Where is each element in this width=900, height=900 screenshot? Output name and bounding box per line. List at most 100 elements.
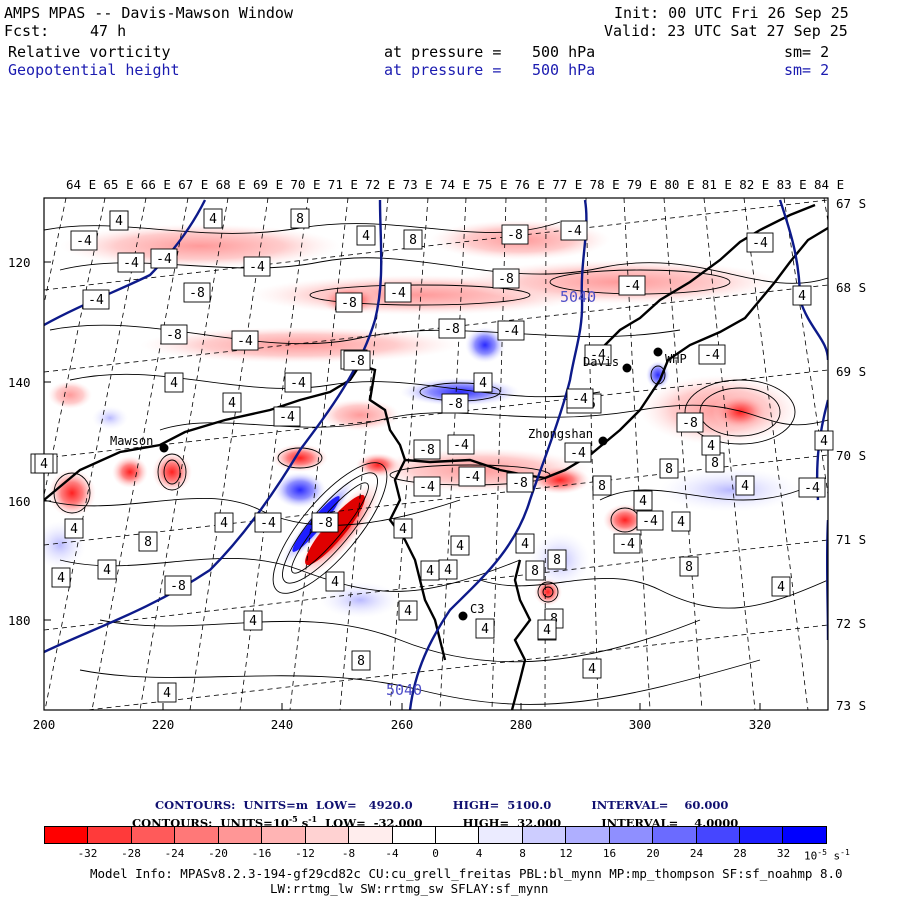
label-box: [384, 282, 412, 303]
label-text: 4: [479, 376, 487, 391]
color-scale-label: -32: [77, 847, 98, 860]
color-scale-swatch: [609, 827, 654, 843]
longitude-label: 81 E: [701, 177, 732, 192]
color-scale-swatch: [522, 827, 567, 843]
color-scale-bar: [44, 826, 827, 844]
label-text: 4: [170, 376, 178, 391]
label-text: 8: [550, 612, 558, 627]
label-box: [676, 412, 704, 433]
color-scale-label: -8: [341, 847, 356, 860]
color-scale-label: -16: [251, 847, 272, 860]
vorticity-contour-label: -4: [798, 477, 826, 498]
axis-ticks: [43, 261, 761, 710]
label-box: [438, 318, 466, 339]
label-box: [582, 658, 602, 679]
vorticity-contour-label: -4: [560, 220, 588, 241]
label-box: [203, 208, 223, 229]
label-text: -4: [260, 516, 276, 531]
latitude-label: 72 S: [836, 616, 867, 631]
longitude-label: 72 E: [365, 177, 396, 192]
label-text: 8: [296, 212, 304, 227]
label-box: [735, 475, 755, 496]
label-text: 4: [331, 575, 339, 590]
label-text: 4: [40, 457, 48, 472]
latitude-label: 71 S: [836, 532, 867, 547]
vorticity-contour-label: 8: [290, 208, 310, 229]
label-box: [273, 406, 301, 427]
vorticity-contour-label: -4: [584, 344, 612, 365]
color-scale-label: -24: [164, 847, 185, 860]
station-label: Zhongshan: [528, 427, 594, 441]
label-text: -4: [752, 236, 768, 251]
vorticity-contour-label: 8: [403, 229, 423, 250]
label-text: 4: [115, 214, 123, 229]
label-box: [701, 435, 721, 456]
vorticity-contour-label: 4: [97, 559, 117, 580]
label-text: -4: [572, 392, 588, 407]
x-tick-label: 320: [748, 717, 772, 732]
label-box: [592, 475, 612, 496]
station-label: C3: [470, 602, 485, 616]
vorticity-contour-label: -8: [311, 512, 339, 533]
label-box: [243, 256, 271, 277]
label-box: [618, 275, 646, 296]
field2-smoothing: sm= 2: [784, 61, 830, 79]
field2-level-label: at pressure =: [384, 61, 502, 79]
vorticity-contour-label: 4: [243, 610, 263, 631]
label-box: [746, 232, 774, 253]
label-text: -4: [249, 260, 265, 275]
label-box: [183, 282, 211, 303]
label-box: [64, 518, 84, 539]
label-text: -8: [349, 354, 365, 369]
field1-level-value: 500 hPa: [532, 43, 596, 61]
vorticity-contour-label: -4: [458, 466, 486, 487]
color-scale-label: 12: [559, 847, 573, 860]
color-scale-swatch: [305, 827, 350, 843]
label-text: 4: [362, 229, 370, 244]
label-box: [458, 466, 486, 487]
longitude-label: 65 E: [103, 177, 134, 192]
vorticity-contour-label: 8: [679, 556, 699, 577]
label-box: [243, 610, 263, 631]
y-tick-label: 140: [8, 375, 31, 390]
label-text: 4: [57, 571, 65, 586]
label-box: [351, 650, 371, 671]
label-box: [311, 512, 339, 533]
color-scale-swatch: [45, 827, 89, 843]
label-box: [82, 289, 110, 310]
color-scale-label: 24: [689, 847, 704, 860]
vorticity-contour-label: 4: [475, 618, 495, 639]
label-text: -4: [704, 348, 720, 363]
plot-title: AMPS MPAS -- Davis-Mawson Window: [4, 4, 293, 22]
label-text: 8: [711, 456, 719, 471]
label-text: 4: [521, 537, 529, 552]
longitude-label: 74 E: [440, 177, 471, 192]
label-text: -4: [590, 348, 606, 363]
vorticity-contour-label: 4: [814, 430, 834, 451]
vorticity-contour-label: -8: [676, 412, 704, 433]
vorticity-contour-label: -8: [501, 224, 529, 245]
label-box: [515, 533, 535, 554]
label-text: 4: [404, 604, 412, 619]
vorticity-contour-label: 4: [701, 435, 721, 456]
label-text: -4: [390, 286, 406, 301]
label-text: -4: [619, 537, 635, 552]
color-scale-swatch: [392, 827, 436, 843]
label-box: [447, 434, 475, 455]
label-text: -4: [464, 470, 480, 485]
color-scale-swatch: [88, 827, 132, 843]
label-text: 4: [481, 622, 489, 637]
vorticity-contour-label: -8: [160, 324, 188, 345]
color-scale-swatch: [479, 827, 523, 843]
label-text: -4: [453, 438, 469, 453]
label-box: [798, 477, 826, 498]
latitude-label: 68 S: [836, 280, 867, 295]
label-text: 8: [598, 479, 606, 494]
vorticity-contour-label: 4: [633, 490, 653, 511]
label-box: [97, 559, 117, 580]
label-text: 4: [220, 516, 228, 531]
label-box: [792, 285, 812, 306]
label-box: [343, 350, 371, 371]
longitude-label: 82 E: [739, 177, 770, 192]
vorticity-contour-label: -4: [566, 388, 594, 409]
